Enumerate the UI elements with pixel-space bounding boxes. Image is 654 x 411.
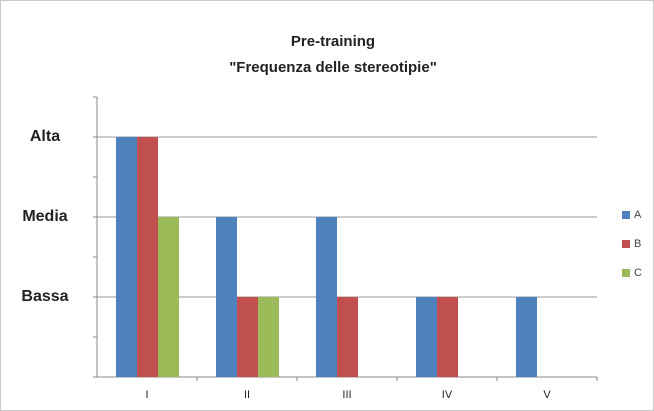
x-tick-label: I: [145, 389, 148, 401]
x-tick-label: III: [342, 389, 351, 401]
legend-label: A: [634, 209, 642, 221]
y-tick-label: Media: [22, 208, 67, 225]
legend-label: C: [634, 267, 642, 279]
bar: [437, 297, 458, 377]
chart-title: Pre-training: [291, 33, 375, 50]
bar: [116, 137, 137, 377]
chart-subtitle: "Frequenza delle stereotipie": [229, 59, 437, 76]
x-tick-label: IV: [442, 389, 453, 401]
bar: [337, 297, 358, 377]
bar: [137, 137, 158, 377]
bar: [216, 217, 237, 377]
legend-swatch: [622, 269, 630, 277]
x-tick-label: II: [244, 389, 250, 401]
legend-swatch: [622, 240, 630, 248]
y-tick-label: Alta: [30, 128, 60, 145]
bar: [258, 297, 279, 377]
bar: [516, 297, 537, 377]
bar: [416, 297, 437, 377]
bar: [316, 217, 337, 377]
x-tick-label: V: [543, 389, 551, 401]
legend-swatch: [622, 211, 630, 219]
legend-label: B: [634, 238, 641, 250]
bar: [158, 217, 179, 377]
bar: [237, 297, 258, 377]
y-tick-label: Bassa: [21, 288, 68, 305]
